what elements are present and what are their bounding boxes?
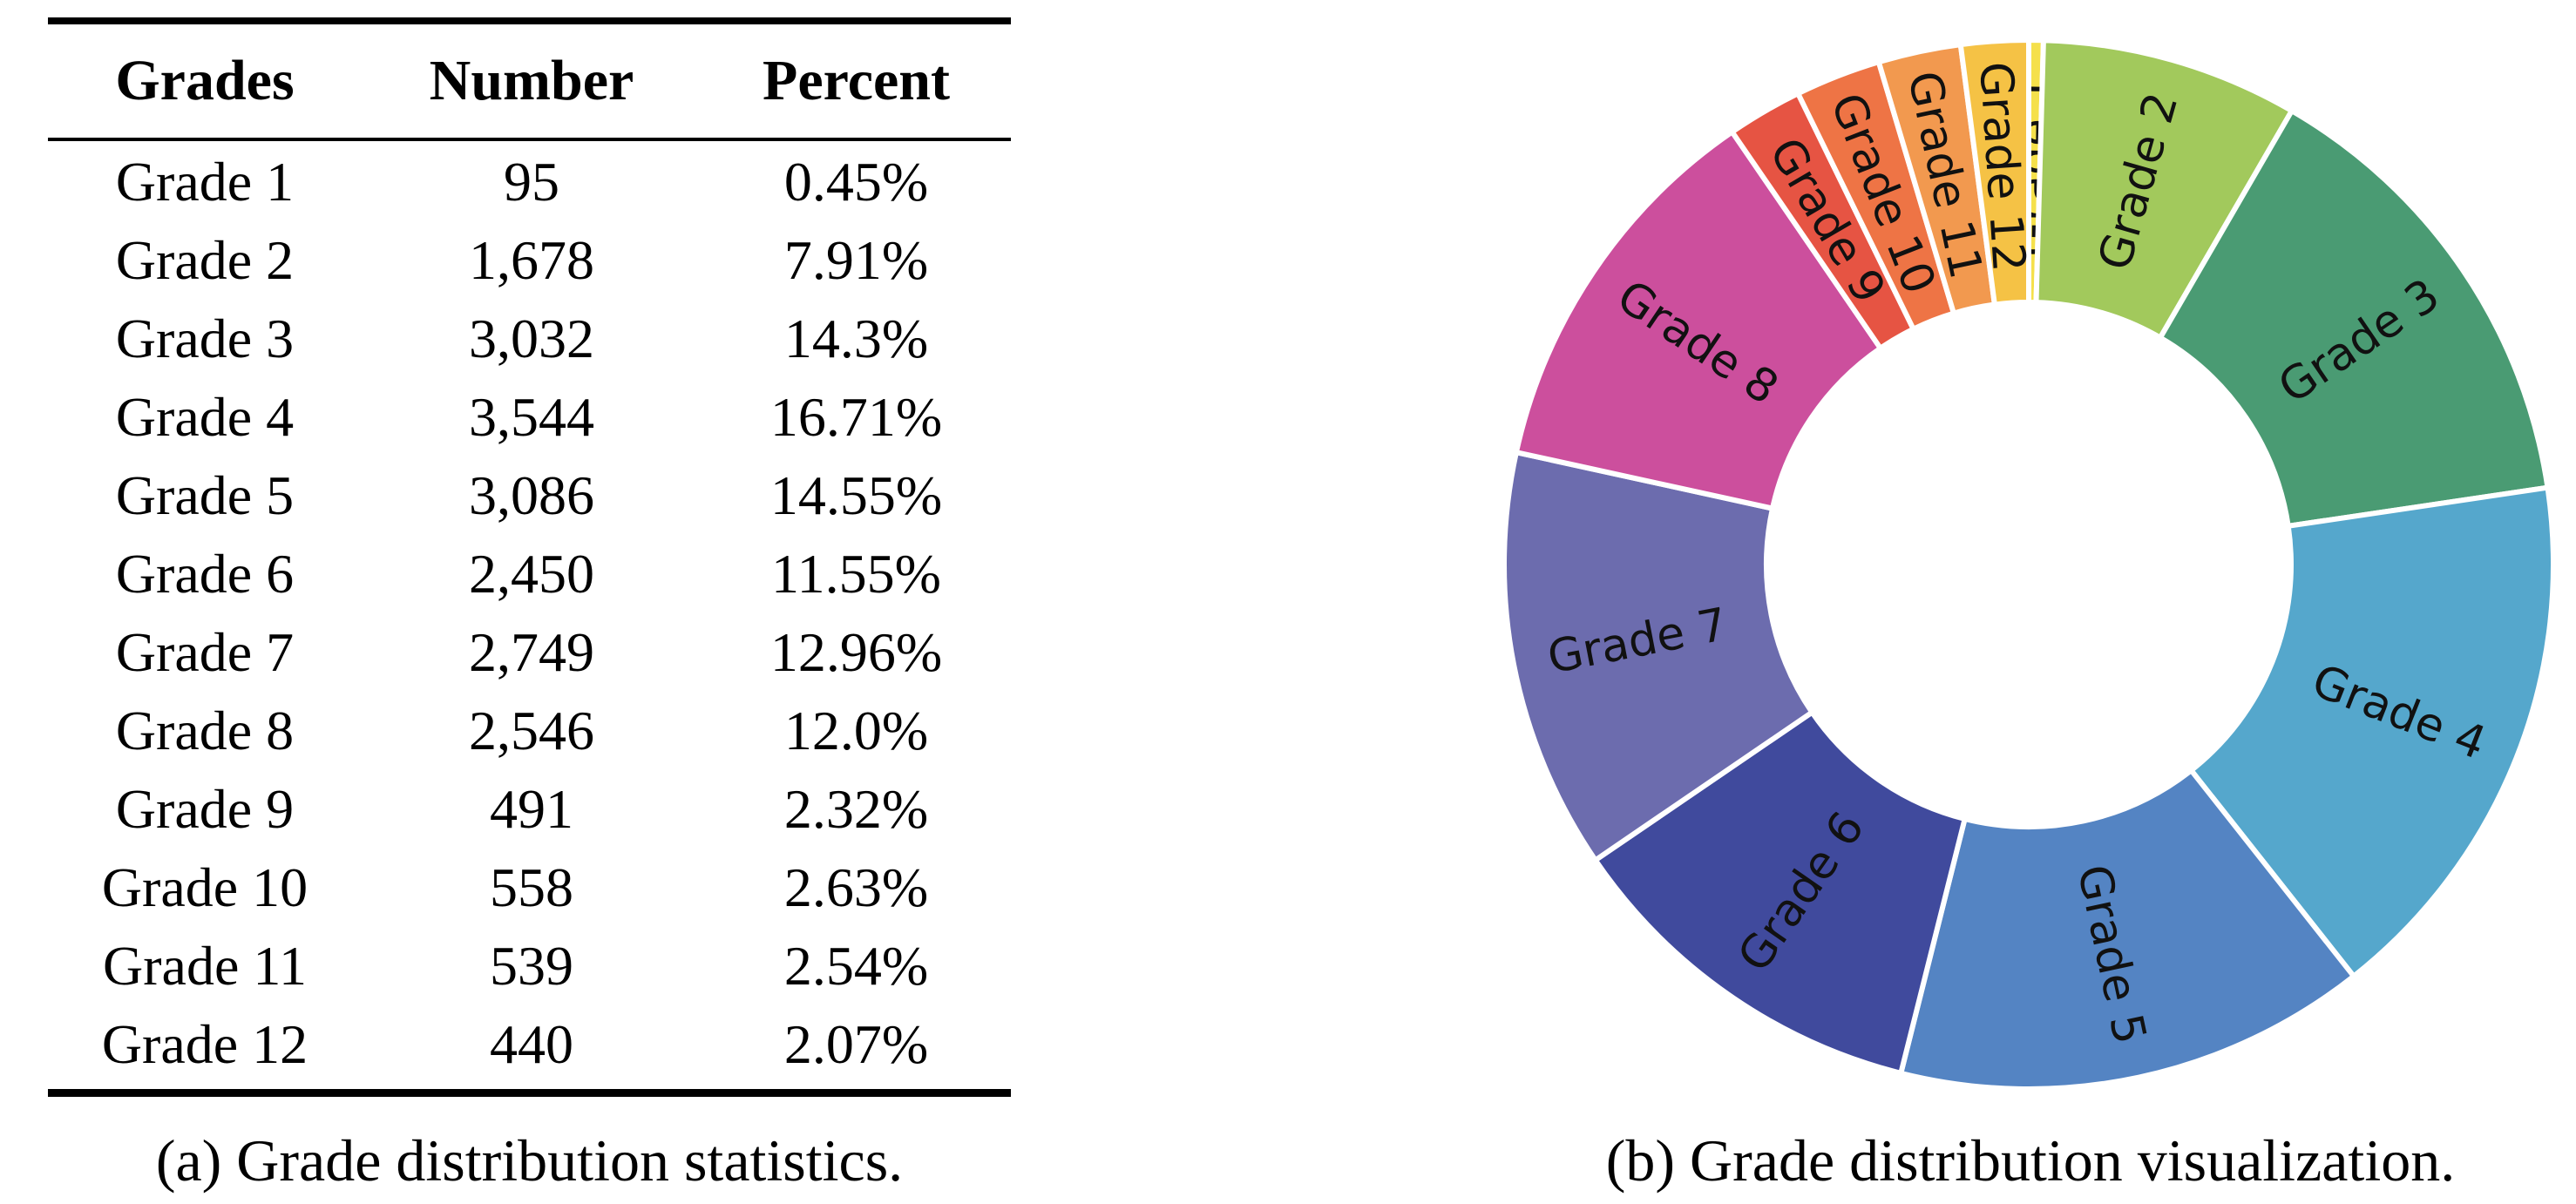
percent-cell: 7.91% bbox=[783, 229, 929, 291]
table-row: Grade 10 558 2.63% bbox=[48, 849, 1011, 927]
column-header-number: Number bbox=[429, 49, 634, 112]
grade-cell: Grade 2 bbox=[115, 229, 295, 291]
number-cell: 2,546 bbox=[469, 700, 594, 761]
grade-cell: Grade 11 bbox=[103, 935, 307, 997]
grade-table-panel: Grades Number Percent Grade 1 95 0.45% Grad… bbox=[48, 0, 1011, 1204]
number-cell: 95 bbox=[504, 151, 559, 213]
percent-cell: 16.71% bbox=[769, 386, 943, 448]
table-row: Grade 6 2,450 11.55% bbox=[48, 535, 1011, 613]
table-row: Grade 8 2,546 12.0% bbox=[48, 692, 1011, 770]
percent-cell: 2.32% bbox=[783, 778, 929, 840]
table-bottom-rule bbox=[48, 1089, 1011, 1097]
percent-cell: 12.96% bbox=[769, 621, 943, 683]
grade-cell: Grade 7 bbox=[115, 621, 295, 683]
number-cell: 2,749 bbox=[469, 621, 594, 683]
percent-cell: 12.0% bbox=[783, 700, 929, 761]
number-cell: 1,678 bbox=[469, 229, 594, 291]
table-row: Grade 11 539 2.54% bbox=[48, 927, 1011, 1005]
table-row: Grade 7 2,749 12.96% bbox=[48, 613, 1011, 692]
column-header-percent: Percent bbox=[763, 49, 950, 112]
percent-cell: 2.07% bbox=[783, 1013, 929, 1075]
chart-caption: (b) Grade distribution visualization. bbox=[1605, 1127, 2456, 1194]
grade-cell: Grade 5 bbox=[115, 464, 295, 526]
donut-slice-grade-5 bbox=[1898, 768, 2356, 1092]
number-cell: 558 bbox=[490, 856, 573, 918]
column-header-grades: Grades bbox=[115, 49, 295, 112]
number-cell: 3,544 bbox=[469, 386, 594, 448]
grade-cell: Grade 9 bbox=[115, 778, 295, 840]
percent-cell: 14.55% bbox=[769, 464, 943, 526]
grade-cell: Grade 10 bbox=[101, 856, 308, 918]
table-row: Grade 2 1,678 7.91% bbox=[48, 221, 1011, 300]
table-top-rule bbox=[48, 17, 1011, 24]
number-cell: 3,086 bbox=[469, 464, 594, 526]
grade-cell: Grade 3 bbox=[115, 308, 295, 369]
number-cell: 539 bbox=[490, 935, 573, 997]
percent-cell: 14.3% bbox=[783, 308, 929, 369]
grade-cell: Grade 8 bbox=[115, 700, 295, 761]
percent-cell: 2.54% bbox=[783, 935, 929, 997]
donut-slice-grade-12 bbox=[1957, 37, 2031, 308]
number-cell: 491 bbox=[490, 778, 573, 840]
number-cell: 2,450 bbox=[469, 543, 594, 605]
table-row: Grade 5 3,086 14.55% bbox=[48, 457, 1011, 535]
donut-slice-grade-3 bbox=[2157, 108, 2551, 529]
donut-slice-grade-7 bbox=[1502, 450, 1815, 863]
table-row: Grade 1 95 0.45% bbox=[48, 143, 1011, 221]
donut-slice-grade-6 bbox=[1592, 709, 1968, 1076]
table-caption: (a) Grade distribution statistics. bbox=[155, 1127, 904, 1194]
percent-cell: 0.45% bbox=[783, 151, 929, 213]
table-row: Grade 12 440 2.07% bbox=[48, 1005, 1011, 1084]
table-mid-rule bbox=[48, 138, 1011, 141]
grade-cell: Grade 6 bbox=[115, 543, 295, 605]
table-row: Grade 3 3,032 14.3% bbox=[48, 300, 1011, 378]
table-row: Grade 9 491 2.32% bbox=[48, 770, 1011, 849]
donut-slice-grade-8 bbox=[1513, 129, 1883, 511]
table-row: Grade 4 3,544 16.71% bbox=[48, 378, 1011, 457]
grade-cell: Grade 12 bbox=[101, 1013, 308, 1075]
percent-cell: 2.63% bbox=[783, 856, 929, 918]
number-cell: 440 bbox=[490, 1013, 573, 1075]
grade-cell: Grade 1 bbox=[115, 151, 295, 213]
percent-cell: 11.55% bbox=[771, 543, 941, 605]
donut-slice-grade-4 bbox=[2188, 484, 2556, 979]
grade-cell: Grade 4 bbox=[115, 386, 295, 448]
number-cell: 3,032 bbox=[469, 308, 594, 369]
table-body: Grade 1 95 0.45% Grade 2 1,678 7.91% Grade 3 3,… bbox=[48, 143, 1011, 1084]
table-header-row: Grades Number Percent bbox=[48, 24, 1011, 138]
